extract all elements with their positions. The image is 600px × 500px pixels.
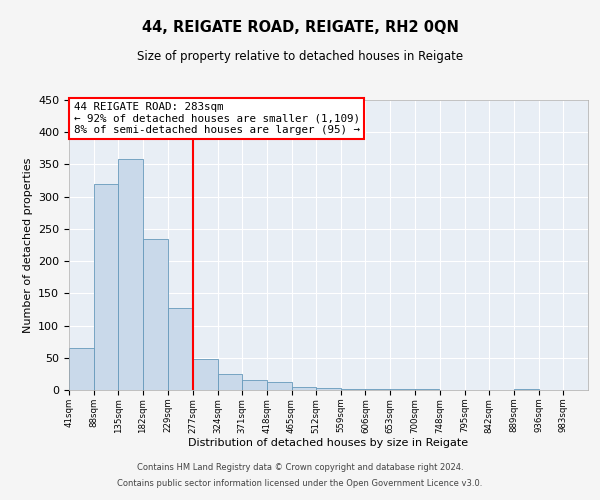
Y-axis label: Number of detached properties: Number of detached properties [23, 158, 32, 332]
Text: Contains HM Land Registry data © Crown copyright and database right 2024.: Contains HM Land Registry data © Crown c… [137, 464, 463, 472]
Text: Size of property relative to detached houses in Reigate: Size of property relative to detached ho… [137, 50, 463, 63]
Bar [267, 382, 292, 390]
Text: 44 REIGATE ROAD: 283sqm
← 92% of detached houses are smaller (1,109)
8% of semi-: 44 REIGATE ROAD: 283sqm ← 92% of detache… [74, 102, 360, 135]
Bar [69, 348, 94, 390]
Bar [242, 380, 267, 390]
Bar [193, 359, 218, 390]
Bar [118, 160, 143, 390]
Text: 44, REIGATE ROAD, REIGATE, RH2 0QN: 44, REIGATE ROAD, REIGATE, RH2 0QN [142, 20, 458, 35]
Bar [365, 388, 390, 390]
Bar [218, 374, 242, 390]
Bar [514, 388, 539, 390]
X-axis label: Distribution of detached houses by size in Reigate: Distribution of detached houses by size … [188, 438, 469, 448]
Bar [167, 308, 193, 390]
Bar [316, 388, 341, 390]
Bar [94, 184, 118, 390]
Text: Contains public sector information licensed under the Open Government Licence v3: Contains public sector information licen… [118, 478, 482, 488]
Bar [292, 387, 316, 390]
Bar [341, 388, 365, 390]
Bar [143, 238, 167, 390]
